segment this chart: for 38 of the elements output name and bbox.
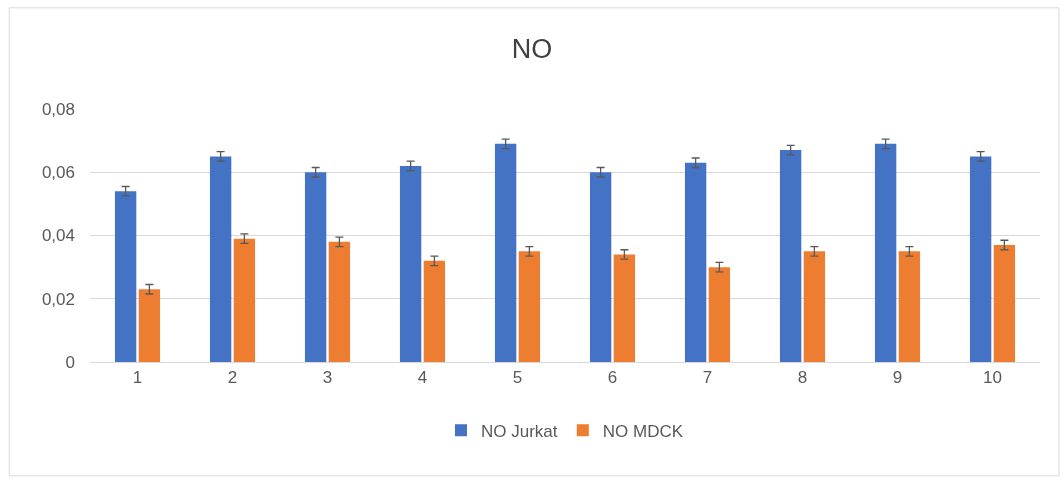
- bar: [209, 156, 232, 362]
- x-tick-label: 9: [892, 368, 903, 388]
- y-tick-label: 0,02: [41, 289, 75, 309]
- bar: [613, 254, 636, 362]
- bar: [328, 241, 351, 362]
- x-tick-label: 6: [607, 368, 618, 388]
- y-tick-label: 0: [65, 352, 75, 372]
- bar: [779, 150, 802, 362]
- bar: [114, 191, 137, 362]
- bar: [898, 251, 921, 362]
- bar: [233, 238, 256, 362]
- x-tick-label: 10: [983, 368, 1002, 388]
- bar: [138, 289, 161, 362]
- y-tick-label: 0,06: [41, 163, 75, 183]
- bar: [589, 172, 612, 362]
- bar: [708, 267, 731, 362]
- x-tick-label: 3: [322, 368, 333, 388]
- bar: [993, 244, 1016, 362]
- legend-label: NO Jurkat: [481, 421, 558, 441]
- bar: [803, 251, 826, 362]
- bar: [494, 143, 517, 362]
- legend-label: NO MDCK: [602, 421, 684, 441]
- x-tick-label: 1: [132, 368, 143, 388]
- bar: [399, 165, 422, 362]
- x-tick-label: 8: [797, 368, 808, 388]
- x-tick-label: 2: [227, 368, 238, 388]
- bar: [304, 172, 327, 362]
- bar: [874, 143, 897, 362]
- x-tick-label: 5: [512, 368, 523, 388]
- y-tick-label: 0,08: [41, 99, 75, 119]
- chart-title: NO: [511, 33, 553, 64]
- x-tick-label: 7: [702, 368, 713, 388]
- bar: [684, 162, 707, 362]
- bar: [518, 251, 541, 362]
- bar: [969, 156, 992, 362]
- bar: [423, 260, 446, 362]
- y-tick-label: 0,04: [41, 226, 75, 246]
- x-tick-label: 4: [417, 368, 428, 388]
